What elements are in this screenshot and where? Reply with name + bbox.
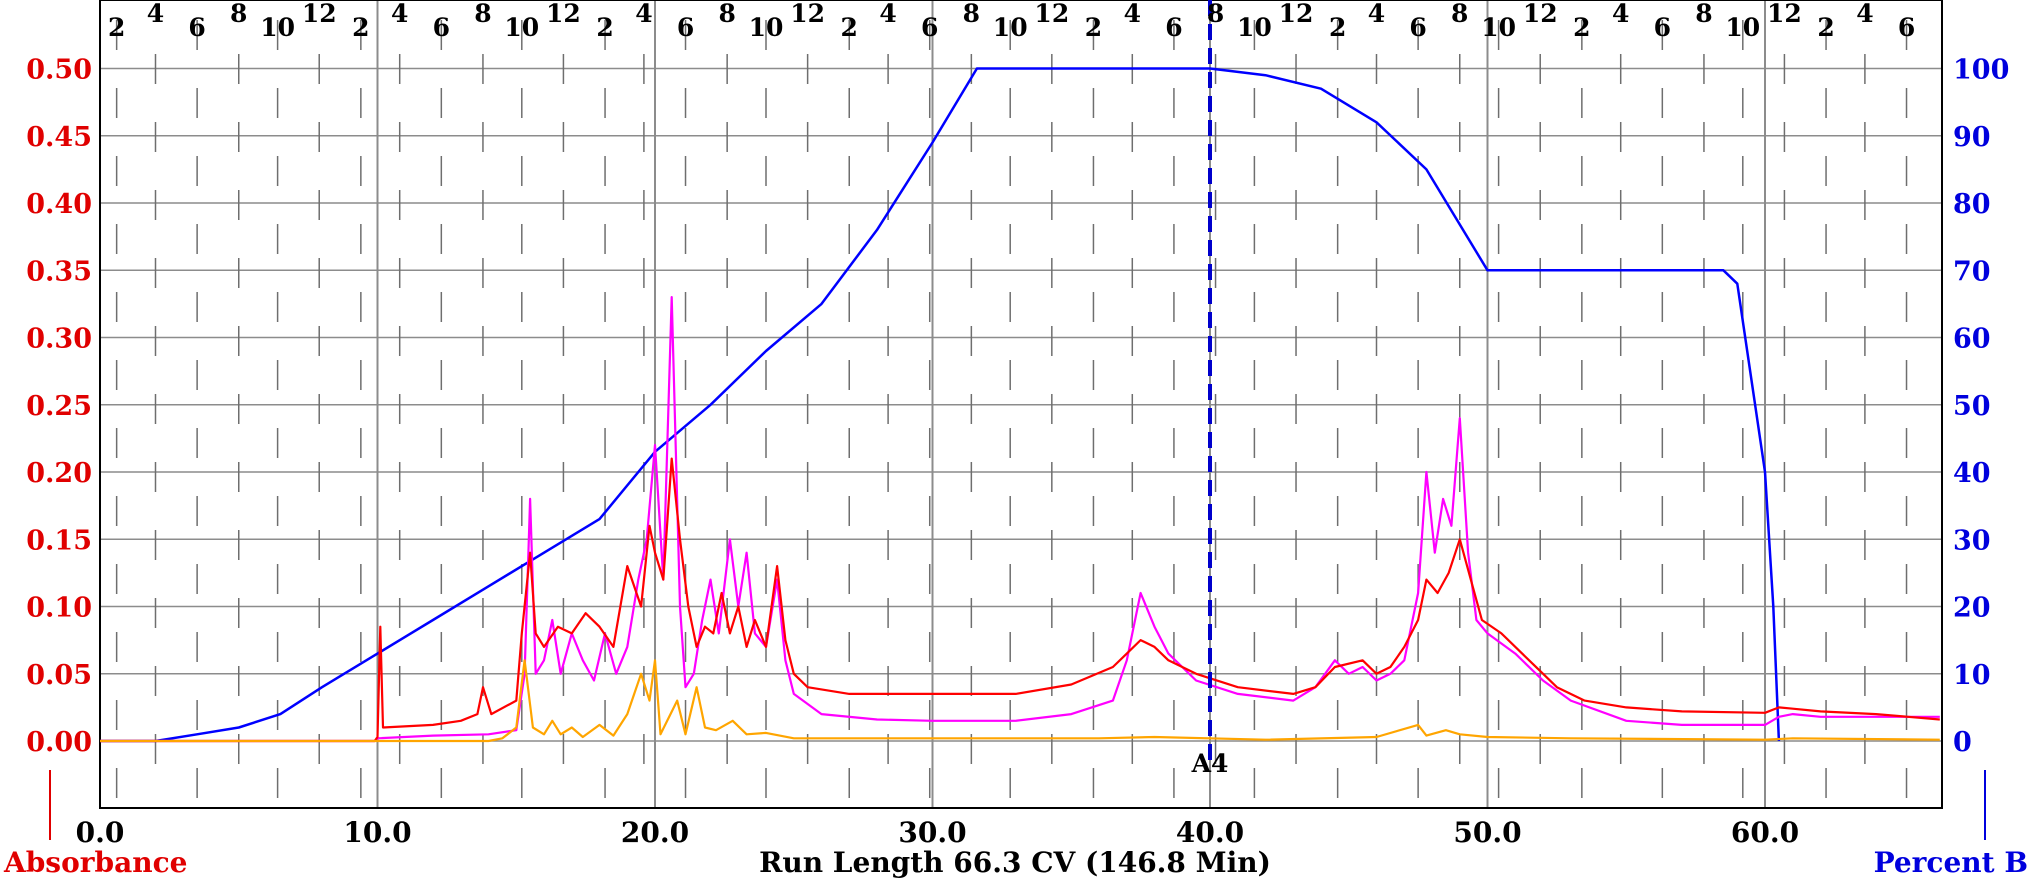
fraction-label: 10 — [1237, 13, 1272, 42]
fraction-label: 12 — [1034, 0, 1069, 28]
y-left-tick-label: 0.05 — [26, 660, 92, 691]
fraction-label: 6 — [677, 13, 694, 42]
y-right-tick-label: 100 — [1953, 55, 2009, 86]
fraction-label: 6 — [1654, 13, 1671, 42]
fraction-label: 8 — [1451, 0, 1468, 28]
y-right-tick-label: 90 — [1953, 122, 1991, 153]
fraction-label: 2 — [108, 13, 125, 42]
y-left-tick-label: 0.35 — [26, 256, 92, 287]
fraction-label: 12 — [1767, 0, 1802, 28]
fraction-label: 2 — [352, 13, 369, 42]
left-axis-title: Absorbance — [3, 846, 187, 879]
fraction-label: 12 — [302, 0, 337, 28]
y-left-tick-label: 0.15 — [26, 525, 92, 556]
fraction-label: 4 — [391, 0, 408, 28]
fraction-label: 4 — [1124, 0, 1141, 28]
grid — [99, 0, 1942, 809]
y-left-tick-label: 0.50 — [26, 55, 92, 86]
fraction-label: 10 — [1481, 13, 1516, 42]
fraction-label: 2 — [1817, 13, 1834, 42]
fraction-label: 8 — [1207, 0, 1224, 28]
fraction-label: 4 — [1856, 0, 1873, 28]
fraction-label: 2 — [1573, 13, 1590, 42]
fraction-label: 10 — [260, 13, 295, 42]
y-right-tick-label: 0 — [1953, 727, 1972, 758]
fraction-label: 6 — [1898, 13, 1915, 42]
fraction-label: 6 — [188, 13, 205, 42]
fraction-label: 8 — [230, 0, 247, 28]
fraction-label: 8 — [1695, 0, 1712, 28]
fraction-label: 4 — [147, 0, 164, 28]
x-tick-label: 0.0 — [76, 816, 125, 849]
x-tick-label: 10.0 — [343, 816, 411, 849]
y-left-tick-label: 0.25 — [26, 391, 92, 422]
fraction-label: 4 — [1368, 0, 1385, 28]
y-left-tick-label: 0.40 — [26, 189, 92, 220]
y-left-tick-label: 0.45 — [26, 122, 92, 153]
y-right-tick-label: 80 — [1953, 189, 1991, 220]
fraction-label: 2 — [596, 13, 613, 42]
x-tick-label: 40.0 — [1176, 816, 1244, 849]
y-right-tick-label: 70 — [1953, 256, 1991, 287]
axis-labels: 2 4 6 8 10 12 2 4 6 8 10 12 2 4 6 8 10 12 2 4 6 8 10 12 2 4 6 8 10 12… — [3, 0, 2028, 879]
y-right-tick-label: 40 — [1953, 458, 1991, 489]
x-tick-label: 20.0 — [621, 816, 689, 849]
y-left-tick-label: 0.20 — [26, 458, 92, 489]
y-right-tick-label: 10 — [1953, 660, 1991, 691]
plot-frame — [99, 0, 1943, 809]
fraction-label: 6 — [1409, 13, 1426, 42]
marker-label: A4 — [1191, 749, 1229, 778]
series-layer — [100, 67, 1940, 743]
fraction-label: 2 — [1085, 13, 1102, 42]
y-right-tick-label: 30 — [1953, 525, 1991, 556]
fraction-label: 8 — [963, 0, 980, 28]
fraction-label: 12 — [790, 0, 825, 28]
x-tick-label: 60.0 — [1731, 816, 1799, 849]
fraction-label: 4 — [1612, 0, 1629, 28]
fraction-label: 4 — [635, 0, 652, 28]
fraction-label: 6 — [1165, 13, 1182, 42]
y-left-tick-label: 0.00 — [26, 727, 92, 758]
fraction-label: 12 — [546, 0, 581, 28]
x-axis-title: Run Length 66.3 CV (146.8 Min) — [759, 846, 1271, 879]
x-tick-label: 50.0 — [1453, 816, 1521, 849]
fraction-label: 4 — [879, 0, 896, 28]
series-line-3 — [100, 659, 1940, 743]
fraction-marker: A4 — [1191, 0, 1229, 778]
fraction-label: 10 — [504, 13, 539, 42]
y-right-tick-label: 20 — [1953, 593, 1991, 624]
fraction-label: 8 — [718, 0, 735, 28]
series-line-1 — [100, 296, 1940, 743]
fraction-label: 6 — [921, 13, 938, 42]
x-tick-label: 30.0 — [898, 816, 966, 849]
fraction-label: 12 — [1523, 0, 1558, 28]
fraction-label: 6 — [433, 13, 450, 42]
fraction-label: 10 — [749, 13, 784, 42]
fraction-label: 2 — [1329, 13, 1346, 42]
fraction-label: 8 — [474, 0, 491, 28]
fraction-label: 10 — [993, 13, 1028, 42]
fraction-label: 12 — [1279, 0, 1314, 28]
fraction-label: 10 — [1725, 13, 1760, 42]
y-right-tick-label: 50 — [1953, 391, 1991, 422]
y-left-tick-label: 0.10 — [26, 593, 92, 624]
series-line-2 — [100, 457, 1940, 743]
y-right-tick-label: 60 — [1953, 324, 1991, 355]
y-left-tick-label: 0.30 — [26, 324, 92, 355]
series-line-0 — [100, 67, 1781, 743]
fraction-label: 2 — [841, 13, 858, 42]
right-axis-title: Percent B — [1874, 846, 2028, 879]
